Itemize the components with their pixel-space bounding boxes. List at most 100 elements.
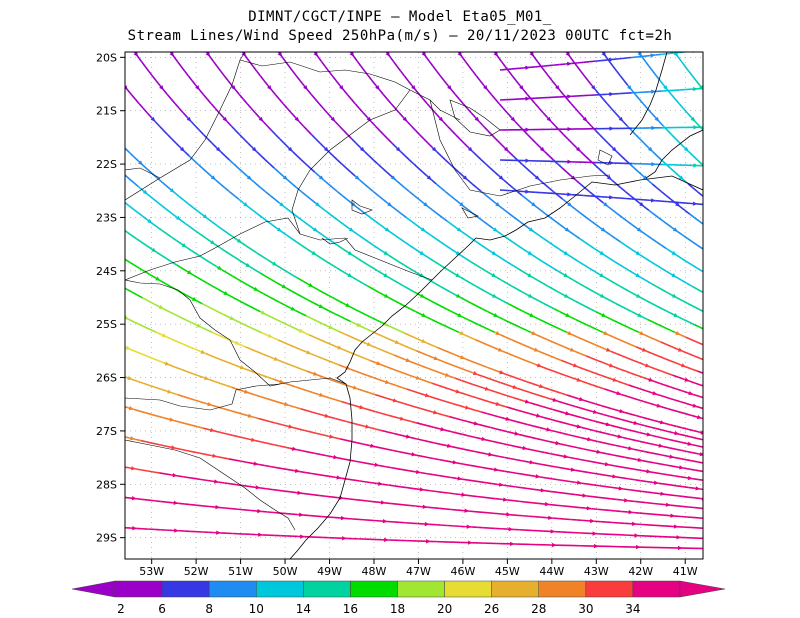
streamline-segment xyxy=(583,399,590,403)
streamline-segment xyxy=(238,198,244,204)
streamline-segment xyxy=(779,199,784,203)
streamline-segment xyxy=(668,397,675,401)
streamline-segment xyxy=(761,152,765,156)
streamline-segment xyxy=(409,308,416,313)
streamline-arrow xyxy=(642,175,648,180)
streamline-segment xyxy=(239,260,246,265)
streamline-segment xyxy=(353,231,360,236)
streamline-segment xyxy=(416,454,423,458)
streamline-segment xyxy=(541,336,548,341)
streamline-segment xyxy=(786,377,792,379)
streamline-segment xyxy=(795,262,800,265)
streamline-segment xyxy=(711,332,716,334)
streamline-segment xyxy=(260,187,266,193)
streamline-arrow xyxy=(175,215,181,221)
streamline-segment xyxy=(486,291,493,296)
streamline-segment xyxy=(769,32,772,37)
streamline-segment xyxy=(444,159,451,165)
streamline-segment xyxy=(199,89,205,96)
streamline-segment xyxy=(143,382,150,387)
streamline-segment xyxy=(249,370,257,374)
streamline-segment xyxy=(271,89,277,96)
streamline-segment xyxy=(553,308,560,313)
streamline-segment xyxy=(729,306,734,309)
streamline-segment xyxy=(749,349,755,351)
streamline-segment xyxy=(188,203,194,209)
streamline-arrow xyxy=(787,175,792,180)
streamline-segment xyxy=(333,216,340,222)
streamline-arrow xyxy=(601,52,606,57)
streamline-segment xyxy=(657,393,664,398)
streamline-segment xyxy=(725,322,730,325)
streamline-segment xyxy=(65,116,69,120)
streamline-segment xyxy=(351,138,357,144)
streamline-segment xyxy=(732,81,736,86)
streamline-arrow xyxy=(114,193,119,198)
streamline-segment xyxy=(83,199,88,203)
streamline-segment xyxy=(547,285,554,290)
streamline-segment xyxy=(687,302,694,307)
streamline-segment xyxy=(544,321,551,326)
streamline-segment xyxy=(444,190,451,197)
streamline-segment xyxy=(349,306,356,311)
streamline-segment xyxy=(403,285,410,290)
streamline-segment xyxy=(681,427,689,431)
streamline-segment xyxy=(764,76,768,81)
streamline-segment xyxy=(447,326,454,331)
streamline-segment xyxy=(305,163,311,169)
streamline-segment xyxy=(604,254,611,260)
streamline-segment xyxy=(743,95,747,100)
streamline-arrow xyxy=(612,377,618,382)
streamline-segment xyxy=(660,288,667,293)
streamline-segment xyxy=(750,317,755,320)
streamline-segment xyxy=(691,264,698,269)
streamline-segment xyxy=(670,484,677,487)
streamline-segment xyxy=(70,255,75,258)
streamline-segment xyxy=(735,440,741,441)
streamline-arrow xyxy=(81,133,86,138)
streamline-segment xyxy=(461,231,468,236)
streamline-arrow xyxy=(683,146,689,152)
streamline-arrow xyxy=(605,347,611,352)
streamline-segment xyxy=(582,338,590,343)
streamline-segment xyxy=(771,396,777,398)
streamline-segment xyxy=(530,361,537,366)
streamline-segment xyxy=(76,96,80,101)
streamline-arrow xyxy=(88,361,93,365)
streamline-segment xyxy=(140,241,147,247)
streamline-arrow xyxy=(771,488,776,492)
streamline-segment xyxy=(704,312,709,315)
streamline-segment xyxy=(757,66,761,71)
streamline-segment xyxy=(170,98,176,105)
streamline-segment xyxy=(433,457,440,461)
streamline-segment xyxy=(390,103,396,109)
streamline-segment xyxy=(710,464,716,465)
streamline-arrow xyxy=(426,175,432,180)
streamline-segment xyxy=(125,376,127,379)
streamline-segment xyxy=(537,279,544,284)
streamline-arrow xyxy=(527,293,533,298)
streamline-segment xyxy=(558,420,565,424)
streamline-arrow xyxy=(577,480,582,485)
streamline-segment xyxy=(503,443,510,446)
streamline-segment xyxy=(283,361,291,366)
streamline-segment xyxy=(793,66,797,71)
streamline-segment xyxy=(362,112,368,118)
streamline-segment xyxy=(267,355,274,359)
streamline-segment xyxy=(756,147,760,151)
streamline-arrow xyxy=(376,361,382,366)
streamline-segment xyxy=(323,179,329,185)
streamline-segment xyxy=(110,190,115,194)
streamline-segment xyxy=(461,379,468,384)
streamline-segment xyxy=(718,301,723,304)
streamline-segment xyxy=(728,265,733,268)
streamline-segment xyxy=(403,264,410,269)
streamline-segment xyxy=(427,367,434,371)
streamline-segment xyxy=(575,179,581,185)
streamline-segment xyxy=(511,285,518,290)
streamline-segment xyxy=(739,455,745,456)
streamline-segment xyxy=(680,449,687,453)
streamline-segment xyxy=(279,301,286,306)
streamline-segment xyxy=(651,443,658,447)
streamline-segment xyxy=(126,288,133,293)
